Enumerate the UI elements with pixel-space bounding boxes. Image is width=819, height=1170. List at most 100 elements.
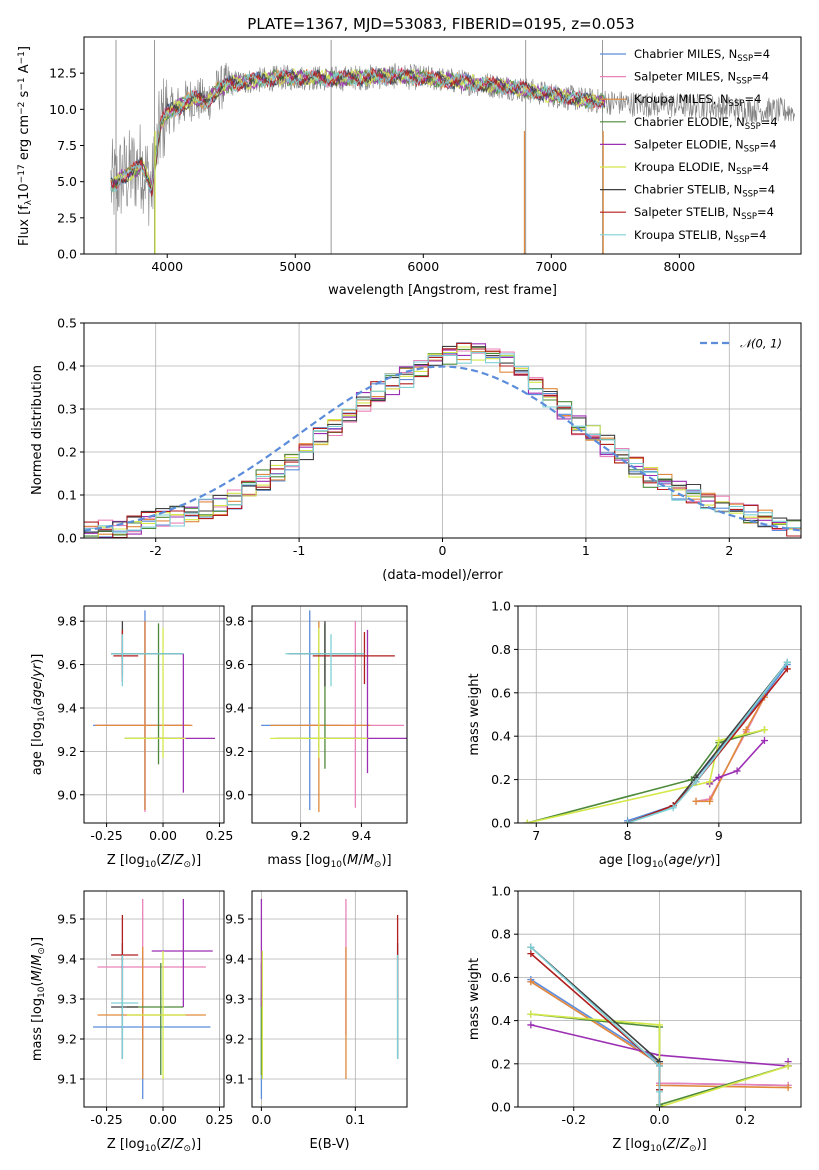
y-axis-label-part: Flux [f <box>17 205 32 246</box>
x-axis-label-part: Z [log <box>107 1137 145 1152</box>
y-tick-label: 10.0 <box>49 102 77 117</box>
mass-weight-marker <box>656 1062 663 1070</box>
x-axis-label-part: ⊙ <box>689 1144 697 1154</box>
axes-frame <box>251 605 408 824</box>
legend-entry-sub: SSP <box>742 190 758 200</box>
plot-area <box>93 610 215 813</box>
y-axis-label-part: −2 <box>17 102 27 115</box>
y-tick-label: 9.2 <box>57 1032 77 1047</box>
mass-weight-marker <box>656 1021 663 1029</box>
x-axis-label: age [log10(age/yr)] <box>599 853 721 870</box>
y-axis-label-part: / <box>30 676 45 681</box>
y-tick-label: 0.4 <box>491 729 511 744</box>
model-spectrum-kroupa-stelib <box>110 68 606 193</box>
y-axis-label-part: ] <box>17 46 32 51</box>
y-tick-label: 0.1 <box>57 488 77 503</box>
legend-entry-name: Salpeter STELIB, N <box>634 205 741 219</box>
x-tick-label: 9 <box>715 828 723 843</box>
x-axis-label-part: )] <box>710 853 720 868</box>
x-axis-label-part: )] <box>191 1137 201 1152</box>
y-tick-label: 0.2 <box>57 445 77 460</box>
legend-entry-name: Kroupa ELODIE, N <box>634 160 736 174</box>
y-axis-label-part: A <box>17 64 32 77</box>
y-axis-label-part: 10 <box>37 710 47 722</box>
y-axis-label-part: 10 <box>17 183 32 200</box>
mass-weight-marker <box>784 1062 792 1070</box>
histogram-salpeter-stelib <box>84 342 801 538</box>
y-tick-label: 1.0 <box>491 599 511 614</box>
legend-entry-tail: =4 <box>744 92 761 106</box>
x-tick-label: 1 <box>582 543 590 558</box>
x-axis-label-part: ( <box>663 853 668 868</box>
x-axis-label-part: M <box>347 853 358 868</box>
y-axis-label-part: mass [log <box>30 998 45 1061</box>
x-tick-label: 4000 <box>151 259 183 274</box>
x-tick-label: -0.2 <box>562 1112 586 1127</box>
y-axis-label-part: )] <box>30 654 45 664</box>
y-axis-label-part: erg cm <box>17 115 32 164</box>
legend-entry-tail: =4 <box>749 228 766 242</box>
x-tick-label: 0.0 <box>251 1112 271 1127</box>
mass-weight-marker <box>692 778 700 786</box>
y-axis-label: age [log10(age/yr)] <box>30 654 47 776</box>
x-tick-label: 0.25 <box>206 1112 234 1127</box>
mass-weight-marker <box>760 737 768 745</box>
x-axis-label-part: 10 <box>145 860 157 870</box>
legend-entry-name: Kroupa STELIB, N <box>634 228 734 242</box>
y-tick-label: 12.5 <box>49 66 77 81</box>
mass-weight-marker <box>692 797 700 805</box>
mass-weight-marker <box>527 1010 535 1018</box>
y-tick-label: 9.1 <box>57 1072 77 1087</box>
legend-entry-tail: =4 <box>761 115 778 129</box>
gaussian-curve <box>84 365 801 532</box>
x-axis-label-part: 10 <box>331 860 343 870</box>
x-axis-label-part: / <box>358 853 363 868</box>
axes-frame <box>83 605 225 824</box>
y-tick-label: 9.3 <box>57 992 77 1007</box>
x-axis-label: Z [log10(Z/Z⊙)] <box>612 1137 706 1154</box>
legend-entry: Chabrier MILES, NSSP=4 <box>634 47 770 64</box>
x-axis-label-part: )] <box>191 853 201 868</box>
mass-weight-marker <box>527 943 535 951</box>
x-axis-label-part: 10 <box>652 860 664 870</box>
x-axis-label-part: Z [log <box>612 1137 650 1152</box>
legend-entry-sub: SSP <box>745 122 761 132</box>
y-tick-label: 9.0 <box>225 787 245 802</box>
x-tick-label: 9.2 <box>291 828 311 843</box>
x-axis-label-part: ⊙ <box>183 1144 191 1154</box>
x-axis-label-part: ⊙ <box>183 860 191 870</box>
x-axis-label-part: Z [log <box>107 853 145 868</box>
y-tick-label: 0.2 <box>491 1056 511 1071</box>
mass-weight-marker <box>527 950 535 958</box>
x-tick-label: 2 <box>725 543 733 558</box>
plot-area <box>527 943 792 1107</box>
mass-weight-marker <box>715 737 723 745</box>
x-tick-label: -0.25 <box>90 1112 122 1127</box>
x-tick-label: 0 <box>439 543 447 558</box>
x-axis-label-part: )] <box>697 1137 707 1152</box>
plot-area <box>110 39 795 254</box>
y-axis-label-part: s <box>17 90 32 101</box>
y-tick-label: 1.0 <box>491 884 511 899</box>
x-axis-label-part: Z <box>666 1137 677 1152</box>
legend-entry-name: Chabrier MILES, N <box>634 47 737 61</box>
mass-weight-marker <box>527 1021 535 1029</box>
legend-entry-tail: =4 <box>753 47 770 61</box>
plot-area <box>93 899 213 1099</box>
mass-weight-marker <box>742 726 750 734</box>
y-axis-label-part: )] <box>30 937 45 947</box>
x-axis-label-part: yr <box>696 853 712 868</box>
x-tick-label: -2 <box>149 543 161 558</box>
x-tick-label: 0.1 <box>345 1112 365 1127</box>
x-axis-label: Z [log10(Z/Z⊙)] <box>107 1137 201 1154</box>
mass-weight-marker <box>527 978 535 986</box>
y-axis-label-part: ⊙ <box>37 947 47 955</box>
axes-frame <box>517 605 802 824</box>
y-tick-label: 0.8 <box>491 927 511 942</box>
y-tick-label: 0.2 <box>491 772 511 787</box>
x-axis-label-part: mass [log <box>267 853 330 868</box>
mass-weight-marker <box>783 658 791 666</box>
y-tick-label: 0.0 <box>57 247 77 262</box>
panel-mass_vs_Z: -0.25 0.00 0.259.19.29.39.49.5Z [log10(Z/Z… <box>30 890 234 1154</box>
